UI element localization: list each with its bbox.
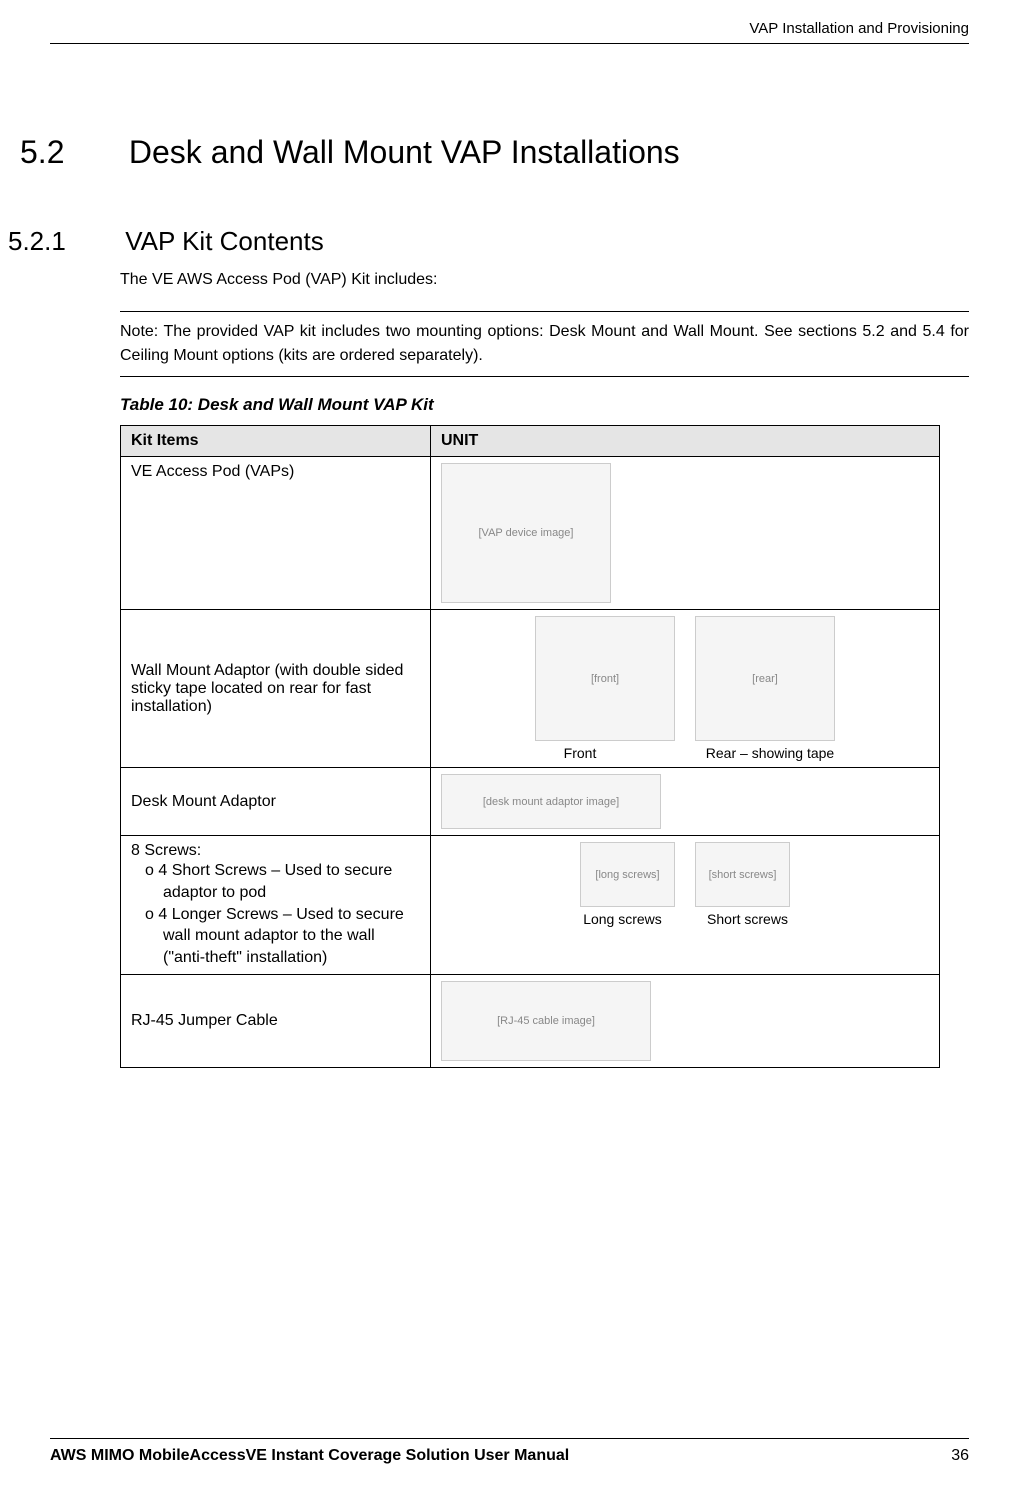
unit-cell: [VAP device image] <box>431 457 940 610</box>
kit-item: 8 Screws: 4 Short Screws – Used to secur… <box>121 836 431 975</box>
page-number: 36 <box>951 1447 969 1465</box>
table-caption: Table 10: Desk and Wall Mount VAP Kit <box>120 395 969 415</box>
label-front: Front <box>510 745 650 761</box>
table-header-kit-items: Kit Items <box>121 426 431 457</box>
table-header-row: Kit Items UNIT <box>121 426 940 457</box>
unit-cell: [front] [rear] Front Rear – showing tape <box>431 610 940 768</box>
label-short-screws: Short screws <box>700 911 795 927</box>
unit-cell: [long screws] [short screws] Long screws… <box>431 836 940 975</box>
short-screws-image: [short screws] <box>695 842 790 907</box>
kit-item: Desk Mount Adaptor <box>121 768 431 836</box>
kit-item: RJ-45 Jumper Cable <box>121 975 431 1068</box>
screws-title: 8 Screws: <box>131 842 420 860</box>
section-title: Desk and Wall Mount VAP Installations <box>129 134 680 170</box>
table-row: RJ-45 Jumper Cable [RJ-45 cable image] <box>121 975 940 1068</box>
footer-text: AWS MIMO MobileAccessVE Instant Coverage… <box>50 1447 569 1465</box>
section-number: 5.2 <box>20 134 120 171</box>
long-screws-image: [long screws] <box>580 842 675 907</box>
table-row: 8 Screws: 4 Short Screws – Used to secur… <box>121 836 940 975</box>
page-header: VAP Installation and Provisioning <box>50 20 969 44</box>
screws-bullet: 4 Short Screws – Used to secure adaptor … <box>131 860 420 903</box>
table-row: Desk Mount Adaptor [desk mount adaptor i… <box>121 768 940 836</box>
table-row: VE Access Pod (VAPs) [VAP device image] <box>121 457 940 610</box>
screws-bullet: 4 Longer Screws – Used to secure wall mo… <box>131 904 420 969</box>
intro-text: The VE AWS Access Pod (VAP) Kit includes… <box>120 269 969 291</box>
vap-image: [VAP device image] <box>441 463 611 603</box>
subsection-heading: 5.2.1 VAP Kit Contents <box>8 226 969 257</box>
subsection-number: 5.2.1 <box>8 226 118 257</box>
unit-cell: [desk mount adaptor image] <box>431 768 940 836</box>
page-footer: AWS MIMO MobileAccessVE Instant Coverage… <box>50 1438 969 1465</box>
table-row: Wall Mount Adaptor (with double sided st… <box>121 610 940 768</box>
unit-cell: [RJ-45 cable image] <box>431 975 940 1068</box>
rj45-cable-image: [RJ-45 cable image] <box>441 981 651 1061</box>
table-header-unit: UNIT <box>431 426 940 457</box>
desk-mount-image: [desk mount adaptor image] <box>441 774 661 829</box>
section-heading: 5.2 Desk and Wall Mount VAP Installation… <box>20 134 969 171</box>
wall-mount-rear-image: [rear] <box>695 616 835 741</box>
subsection-title: VAP Kit Contents <box>125 226 323 256</box>
kit-table: Kit Items UNIT VE Access Pod (VAPs) [VAP… <box>120 425 940 1068</box>
label-rear: Rear – showing tape <box>680 745 860 761</box>
kit-item: VE Access Pod (VAPs) <box>121 457 431 610</box>
wall-mount-front-image: [front] <box>535 616 675 741</box>
label-long-screws: Long screws <box>575 911 670 927</box>
note-box: Note: The provided VAP kit includes two … <box>120 311 969 377</box>
header-title: VAP Installation and Provisioning <box>749 20 969 37</box>
kit-item: Wall Mount Adaptor (with double sided st… <box>121 610 431 768</box>
